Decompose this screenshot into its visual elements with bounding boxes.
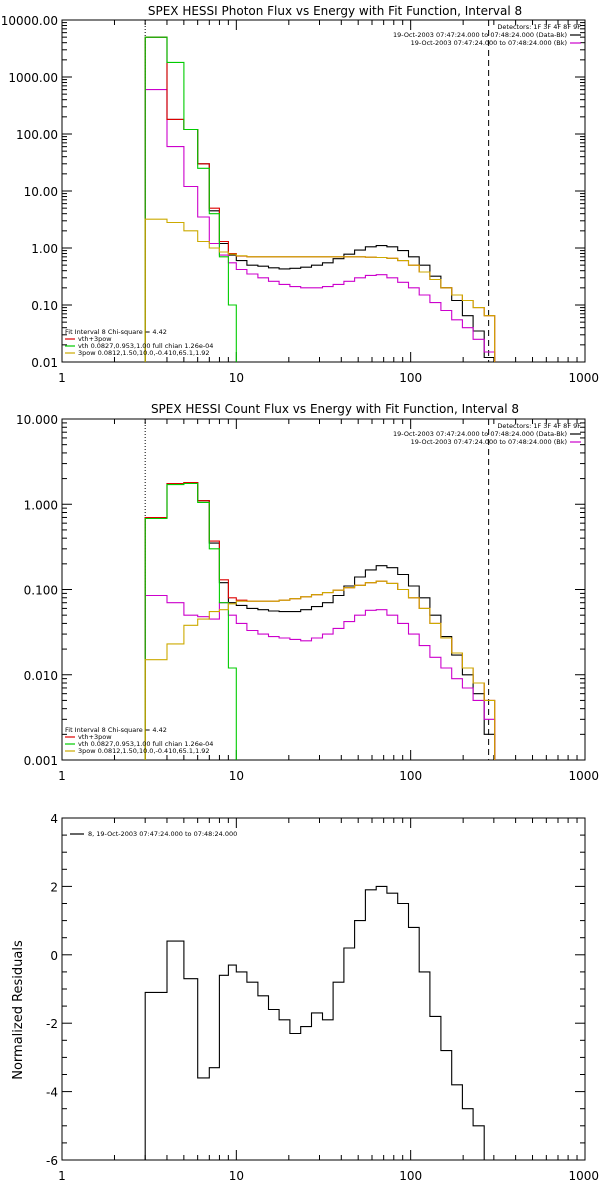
y-tick-label: -4 bbox=[46, 1086, 58, 1100]
y-tick-label: 100.00 bbox=[16, 128, 58, 142]
y-tick-label: 4 bbox=[50, 812, 58, 826]
series-group bbox=[145, 37, 495, 379]
residuals-ylabel: Normalized Residuals bbox=[11, 940, 26, 1080]
y-tick-label: 0.10 bbox=[31, 299, 58, 313]
legend-text: 8, 19-Oct-2003 07:47:24.000 to 07:48:24.… bbox=[88, 830, 237, 838]
x-tick-label: 100 bbox=[399, 769, 422, 783]
legend-text: 3pow 0.0812,1.50,10.0,-0.410,65.1,1.92 bbox=[78, 747, 210, 755]
y-tick-label: 0 bbox=[50, 949, 58, 963]
y-tick-label: 10.000 bbox=[16, 413, 58, 427]
plot-frame bbox=[62, 419, 585, 760]
x-tick-label: 1000 bbox=[568, 769, 599, 783]
x-tick-label: 100 bbox=[399, 371, 422, 385]
legend-text: Detectors: 1F 3F 4F 8F 9F bbox=[497, 422, 581, 430]
series-line-8-19-oct-2003-07-47-24-000-to-07-48-24-000 bbox=[145, 886, 495, 1165]
legend-text: 19-Oct-2003 07:47:24.000 to 07:48:24.000… bbox=[393, 430, 567, 438]
y-tick-label: -2 bbox=[46, 1017, 58, 1031]
y-tick-label: 10.00 bbox=[24, 185, 58, 199]
y-tick-label: 0.100 bbox=[24, 584, 58, 598]
y-tick-label: 1.00 bbox=[31, 242, 58, 256]
x-tick-label: 1 bbox=[58, 769, 66, 783]
y-tick-label: 2 bbox=[50, 880, 58, 894]
y-tick-label: 0.01 bbox=[31, 356, 58, 370]
y-tick-label: 10000.00 bbox=[1, 14, 58, 28]
x-tick-label: 1000 bbox=[568, 371, 599, 385]
photon-flux-panel: SPEX HESSI Photon Flux vs Energy with Fi… bbox=[1, 4, 599, 385]
x-tick-label: 10 bbox=[229, 1169, 244, 1183]
residuals-panel: Normalized Residuals 1 10 100 1000 -6 -4 -2 0 2 4… bbox=[11, 812, 599, 1183]
y-tick-label: -6 bbox=[46, 1154, 58, 1168]
series-line-3pow bbox=[145, 581, 495, 765]
x-tick-label: 1 bbox=[58, 371, 66, 385]
count-flux-title: SPEX HESSI Count Flux vs Energy with Fit… bbox=[151, 402, 519, 416]
x-tick-label: 100 bbox=[399, 1169, 422, 1183]
series-group bbox=[145, 886, 495, 1165]
count-flux-panel: SPEX HESSI Count Flux vs Energy with Fit… bbox=[16, 402, 599, 786]
legend-text: 19-Oct-2003 07:47:24.000 to 07:48:24.000… bbox=[393, 31, 567, 39]
y-tick-label: 0.010 bbox=[24, 669, 58, 683]
legend-text: 19-Oct-2003 07:47:24.000 to 07:48:24.000… bbox=[411, 438, 567, 446]
plot-frame bbox=[62, 20, 585, 362]
x-tick-label: 1000 bbox=[568, 1169, 599, 1183]
legend-text: 19-Oct-2003 07:47:24.000 to 07:48:24.000… bbox=[411, 39, 567, 47]
plot-frame bbox=[62, 818, 585, 1160]
y-tick-label: 1.000 bbox=[24, 498, 58, 512]
y-tick-label: 1000.00 bbox=[8, 71, 58, 85]
x-tick-label: 1 bbox=[58, 1169, 66, 1183]
x-tick-label: 10 bbox=[229, 371, 244, 385]
legend-text: Detectors: 1F 3F 4F 8F 9F bbox=[497, 23, 581, 31]
legend-text: 3pow 0.0812,1.50,10.0,-0.410,65.1,1.92 bbox=[78, 349, 210, 357]
photon-flux-title: SPEX HESSI Photon Flux vs Energy with Fi… bbox=[148, 4, 522, 18]
x-tick-label: 10 bbox=[229, 769, 244, 783]
y-tick-label: 0.001 bbox=[24, 754, 58, 768]
